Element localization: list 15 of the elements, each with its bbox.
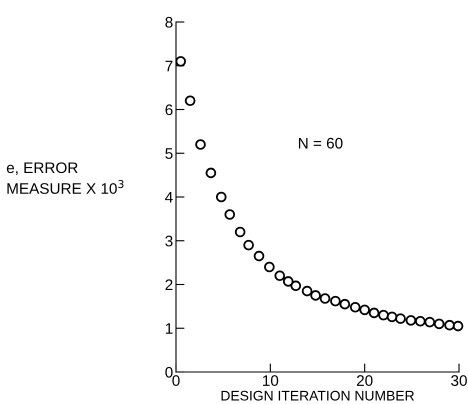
y-tick-label: 8	[165, 16, 173, 28]
y-axis-title: e, ERROR MEASURE X 10$^{3}$	[6, 162, 124, 194]
y-tick-label: 7	[166, 60, 172, 72]
y-tick-label: 3	[165, 236, 173, 246]
annotation: N = 60	[298, 138, 343, 149]
y-tick-label: 5	[165, 148, 173, 159]
y-tick-label: 2	[165, 279, 172, 290]
x-tick-label: 10	[263, 375, 278, 386]
x-tick-label: 20	[356, 375, 373, 386]
x-tick-label: 30	[451, 375, 467, 386]
y-tick-label: 0	[165, 366, 173, 378]
y-tick-label: 6	[166, 104, 173, 116]
y-tick-label: 4	[165, 192, 173, 203]
x-axis-title: DESIGN ITERATION NUMBER	[222, 390, 414, 401]
y-tick-label: 1	[166, 323, 172, 334]
